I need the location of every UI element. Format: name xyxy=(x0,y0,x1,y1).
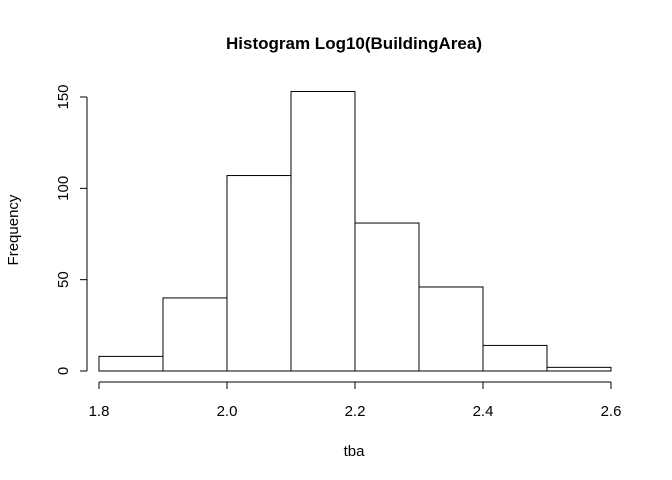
y-tick-label: 0 xyxy=(55,367,72,375)
x-tick-label: 2.2 xyxy=(345,403,366,420)
bars-group xyxy=(98,91,612,372)
x-tick-label: 1.8 xyxy=(89,403,110,420)
histogram-bar xyxy=(290,91,356,372)
x-tick-label: 2.4 xyxy=(473,403,494,420)
y-axis: 0 50 100 150 xyxy=(55,84,88,375)
y-tick-label: 150 xyxy=(55,84,72,109)
x-tick-label: 2.6 xyxy=(601,403,622,420)
histogram-bar xyxy=(546,366,612,372)
histogram-bar xyxy=(226,175,292,372)
histogram-bar xyxy=(418,286,484,372)
x-axis: 1.8 2.0 2.2 2.4 2.6 xyxy=(89,381,622,420)
chart-title: Histogram Log10(BuildingArea) xyxy=(226,34,482,53)
y-tick-label: 100 xyxy=(55,176,72,201)
y-axis-label: Frequency xyxy=(5,194,22,265)
y-tick-label: 50 xyxy=(55,271,72,288)
x-tick-label: 2.0 xyxy=(217,403,238,420)
histogram-bar xyxy=(354,222,420,372)
histogram-bar xyxy=(482,344,548,372)
histogram-bar xyxy=(98,355,164,372)
histogram-bar xyxy=(162,297,228,372)
x-axis-label: tba xyxy=(344,443,366,460)
